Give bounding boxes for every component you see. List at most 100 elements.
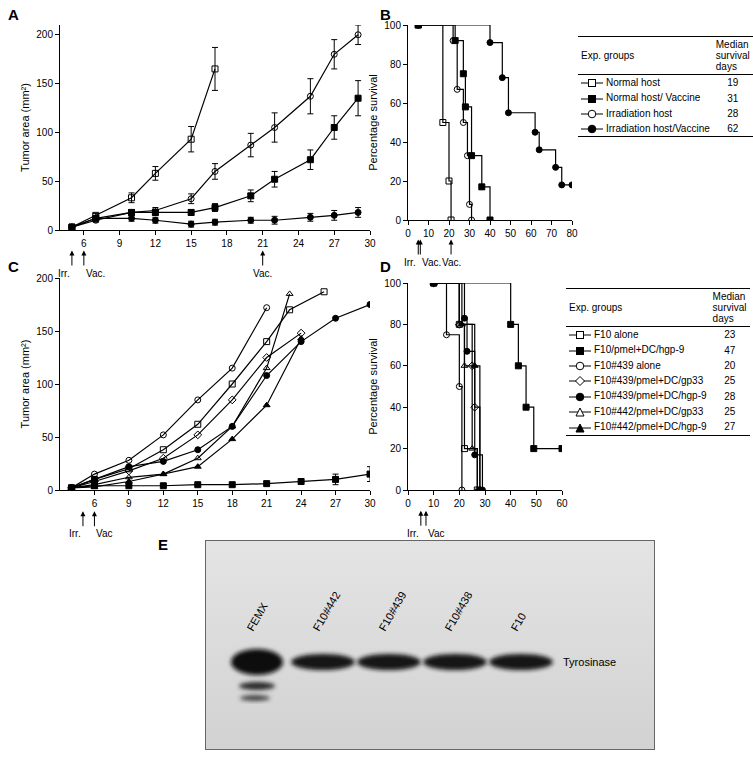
html-text:Irradiation host/Vaccine: Irradiation host/Vaccine — [606, 123, 710, 135]
svg-text:27: 27 — [329, 238, 341, 249]
svg-text:50: 50 — [505, 228, 517, 239]
html-text:F10#442/pmel+DC/hgp-9: F10#442/pmel+DC/hgp-9 — [594, 421, 707, 433]
html-text:Irradiation host: Irradiation host — [606, 107, 673, 119]
svg-text:0: 0 — [395, 215, 401, 226]
svg-text:60: 60 — [390, 98, 402, 109]
html-text:19: 19 — [727, 77, 739, 89]
svg-text:Tumor area (mm²): Tumor area (mm²) — [19, 83, 31, 172]
html-text:28: 28 — [727, 107, 739, 119]
svg-text:40: 40 — [390, 402, 402, 413]
svg-text:F10#442: F10#442 — [310, 589, 342, 633]
svg-text:200: 200 — [36, 29, 53, 40]
svg-text:Irr.: Irr. — [407, 528, 419, 539]
svg-text:21: 21 — [257, 238, 269, 249]
svg-text:Vac.: Vac. — [442, 257, 461, 268]
svg-text:Irr.: Irr. — [58, 268, 70, 279]
svg-text:60: 60 — [390, 360, 402, 371]
svg-text:FEMX: FEMX — [244, 600, 270, 633]
html-text:F10#439/pmel+DC/gp33: F10#439/pmel+DC/gp33 — [594, 375, 704, 387]
svg-text:Vac.: Vac. — [253, 268, 272, 279]
svg-text:30: 30 — [479, 498, 491, 509]
html-text:Median survival days: Median survival days — [712, 291, 747, 324]
svg-text:Irr.: Irr. — [404, 257, 416, 268]
svg-text:150: 150 — [36, 78, 53, 89]
svg-text:12: 12 — [158, 498, 170, 509]
svg-text:10: 10 — [423, 228, 435, 239]
svg-text:18: 18 — [227, 498, 239, 509]
svg-text:Tyrosinase: Tyrosinase — [563, 656, 616, 668]
svg-text:Vac: Vac — [96, 528, 113, 539]
svg-text:24: 24 — [296, 498, 308, 509]
svg-text:0: 0 — [405, 498, 411, 509]
svg-text:21: 21 — [261, 498, 273, 509]
svg-text:0: 0 — [47, 225, 53, 236]
svg-text:0: 0 — [405, 228, 411, 239]
html-text:28: 28 — [724, 390, 736, 402]
svg-text:50: 50 — [42, 176, 54, 187]
svg-text:100: 100 — [384, 20, 401, 31]
svg-text:Percentage survival: Percentage survival — [367, 74, 379, 171]
svg-text:40: 40 — [505, 498, 517, 509]
svg-text:Vac.: Vac. — [86, 268, 105, 279]
svg-text:Percentage survival: Percentage survival — [367, 338, 379, 435]
svg-text:30: 30 — [364, 238, 376, 249]
svg-text:12: 12 — [150, 238, 162, 249]
svg-text:200: 200 — [36, 273, 53, 284]
svg-text:60: 60 — [525, 228, 537, 239]
html-text:62: 62 — [727, 123, 739, 135]
svg-text:40: 40 — [484, 228, 496, 239]
html-text:31: 31 — [727, 92, 739, 104]
html-text:F10/pmel+DC/hgp-9: F10/pmel+DC/hgp-9 — [594, 344, 685, 356]
html-text:20: 20 — [724, 359, 736, 371]
svg-text:6: 6 — [92, 498, 98, 509]
svg-text:9: 9 — [117, 238, 123, 249]
svg-text:10: 10 — [428, 498, 440, 509]
svg-text:15: 15 — [186, 238, 198, 249]
html-text:Normal host/ Vaccine: Normal host/ Vaccine — [606, 92, 701, 104]
svg-text:30: 30 — [364, 498, 376, 509]
html-text:Median survival days: Median survival days — [715, 39, 750, 72]
svg-text:F10#438: F10#438 — [442, 589, 474, 633]
svg-text:F10: F10 — [508, 611, 528, 633]
html-text:23: 23 — [724, 329, 736, 341]
svg-text:D: D — [380, 258, 391, 275]
html-text:F10#439/pmel+DC/hgp-9: F10#439/pmel+DC/hgp-9 — [594, 390, 707, 402]
svg-text:100: 100 — [36, 127, 53, 138]
svg-text:0: 0 — [395, 485, 401, 496]
svg-text:40: 40 — [390, 137, 402, 148]
svg-text:20: 20 — [390, 176, 402, 187]
svg-text:27: 27 — [330, 498, 342, 509]
svg-text:15: 15 — [192, 498, 204, 509]
svg-text:F10#439: F10#439 — [376, 589, 408, 633]
svg-text:60: 60 — [556, 498, 568, 509]
svg-text:6: 6 — [81, 238, 87, 249]
svg-text:100: 100 — [36, 379, 53, 390]
svg-text:80: 80 — [390, 319, 402, 330]
svg-text:80: 80 — [390, 59, 402, 70]
svg-text:30: 30 — [464, 228, 476, 239]
svg-text:150: 150 — [36, 326, 53, 337]
svg-text:80: 80 — [566, 228, 578, 239]
svg-text:Vac: Vac — [428, 528, 445, 539]
svg-text:9: 9 — [126, 498, 132, 509]
svg-text:100: 100 — [384, 278, 401, 289]
svg-text:50: 50 — [531, 498, 543, 509]
svg-text:B: B — [380, 6, 391, 23]
html-text:F10#442/pmel+DC/gp33: F10#442/pmel+DC/gp33 — [594, 405, 704, 417]
svg-text:50: 50 — [42, 432, 54, 443]
svg-text:Vac.: Vac. — [422, 257, 441, 268]
svg-text:70: 70 — [546, 228, 558, 239]
svg-text:C: C — [8, 258, 19, 275]
svg-text:A: A — [8, 6, 19, 23]
svg-text:Irr.: Irr. — [69, 528, 81, 539]
svg-text:18: 18 — [221, 238, 233, 249]
html-text:25: 25 — [724, 375, 736, 387]
svg-text:20: 20 — [454, 498, 466, 509]
svg-text:Tumor area (mm²): Tumor area (mm²) — [19, 340, 31, 429]
html-text:47: 47 — [724, 344, 736, 356]
svg-text:20: 20 — [443, 228, 455, 239]
svg-text:24: 24 — [293, 238, 305, 249]
svg-text:0: 0 — [47, 485, 53, 496]
html-text:F10#439 alone: F10#439 alone — [594, 359, 661, 371]
svg-text:20: 20 — [390, 443, 402, 454]
